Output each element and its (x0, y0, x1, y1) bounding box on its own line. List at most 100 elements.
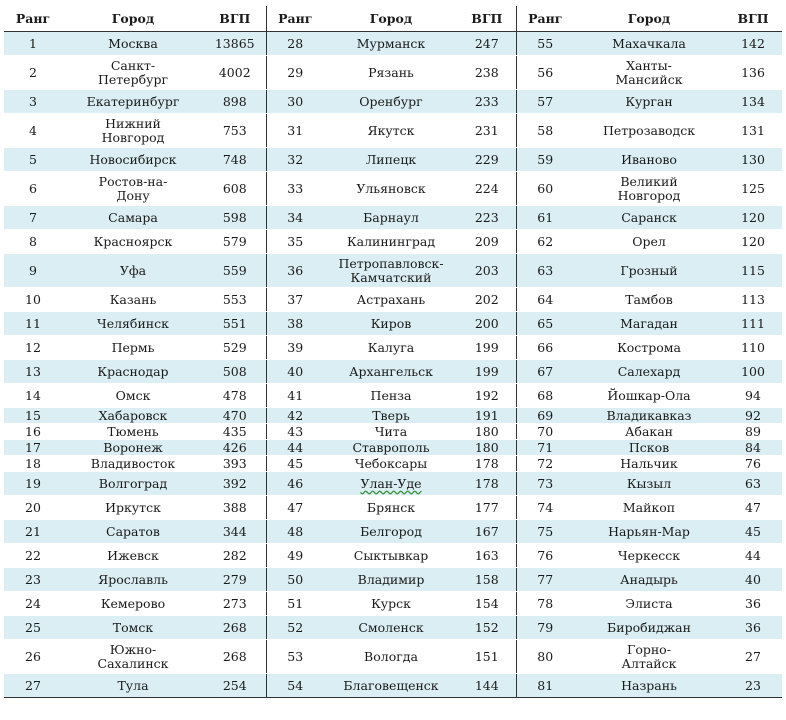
city-cell: Кострома (574, 335, 724, 360)
rank-cell: 69 (515, 407, 574, 424)
rank-cell: 81 (515, 673, 574, 698)
city-cell: Брянск (324, 495, 458, 520)
gdp-cell: 180 (458, 423, 516, 440)
gdp-cell: 478 (204, 383, 266, 408)
table-row: 16 Тюмень 435 43 Чита 180 70 Абакан 89 (4, 423, 782, 440)
rank-cell: 20 (4, 495, 62, 520)
gdp-cell: 192 (458, 383, 516, 408)
gdp-cell: 151 (458, 639, 516, 674)
rank-cell: 55 (515, 31, 574, 56)
rank-cell: 35 (265, 229, 324, 254)
rank-cell: 73 (515, 471, 574, 496)
city-cell: Орел (574, 229, 724, 254)
table-row: 17 Воронеж 426 44 Ставрополь 180 71 Псков 84 (4, 439, 782, 456)
rank-cell: 67 (515, 359, 574, 384)
rank-cell: 64 (515, 287, 574, 312)
city-cell: Белгород (324, 519, 458, 544)
gdp-cell: 180 (458, 439, 516, 456)
gdp-cell: 4002 (204, 55, 266, 90)
table-body: 1 Москва 13865 28 Мурманск 247 55 Махачкала 142 2… (4, 31, 782, 698)
city-cell: Киров (324, 311, 458, 336)
gdp-cell: 748 (204, 147, 266, 172)
rank-cell: 12 (4, 335, 62, 360)
city-cell: Новосибирск (62, 147, 204, 172)
city-cell: Курган (574, 89, 724, 114)
city-cell: Омск (62, 383, 204, 408)
city-cell: Элиста (574, 591, 724, 616)
rank-cell: 53 (265, 639, 324, 674)
city-cell: Челябинск (62, 311, 204, 336)
gdp-cell: 152 (458, 615, 516, 640)
rank-cell: 50 (265, 567, 324, 592)
gdp-cell: 233 (458, 89, 516, 114)
gdp-cell: 178 (458, 471, 516, 496)
gdp-cell: 254 (204, 673, 266, 698)
city-cell: Тюмень (62, 423, 204, 440)
table-row: 8 Красноярск 579 35 Калининград 209 62 Орел 120 (4, 229, 782, 254)
city-cell: Владикавказ (574, 407, 724, 424)
city-cell: Назрань (574, 673, 724, 698)
gdp-cell: 47 (724, 495, 782, 520)
rank-cell: 17 (4, 439, 62, 456)
table-row: 6 Ростов-на- Дону 608 33 Ульяновск 224 60 Велики… (4, 171, 782, 206)
gdp-cell: 142 (724, 31, 782, 56)
rank-cell: 72 (515, 455, 574, 472)
gdp-cell: 131 (724, 113, 782, 148)
city-cell: Санкт- Петербург (62, 55, 204, 90)
city-cell: Ульяновск (324, 171, 458, 206)
city-cell: Владимир (324, 567, 458, 592)
table-row: 26 Южно- Сахалинск 268 53 Вологда 151 80 Горно- А… (4, 639, 782, 674)
rank-cell: 58 (515, 113, 574, 148)
rank-cell: 42 (265, 407, 324, 424)
gdp-cell: 209 (458, 229, 516, 254)
table-row: 12 Пермь 529 39 Калуга 199 66 Кострома 110 (4, 335, 782, 360)
rank-cell: 57 (515, 89, 574, 114)
rank-cell: 3 (4, 89, 62, 114)
rank-cell: 76 (515, 543, 574, 568)
city-cell: Смоленск (324, 615, 458, 640)
city-cell: Нижний Новгород (62, 113, 204, 148)
rank-cell: 4 (4, 113, 62, 148)
rank-cell: 5 (4, 147, 62, 172)
gdp-cell: 203 (458, 253, 516, 288)
gdp-ranking-table: Ранг Город ВГП Ранг Город ВГП Ранг Город… (4, 6, 782, 698)
city-cell: Якутск (324, 113, 458, 148)
rank-cell: 34 (265, 205, 324, 230)
city-cell: Ростов-на- Дону (62, 171, 204, 206)
table-row: 22 Ижевск 282 49 Сыктывкар 163 76 Черкесск 44 (4, 543, 782, 568)
gdp-cell: 273 (204, 591, 266, 616)
gdp-cell: 76 (724, 455, 782, 472)
city-cell: Ставрополь (324, 439, 458, 456)
gdp-cell: 608 (204, 171, 266, 206)
gdp-cell: 199 (458, 335, 516, 360)
city-cell: Вологда (324, 639, 458, 674)
rank-cell: 8 (4, 229, 62, 254)
rank-cell: 62 (515, 229, 574, 254)
rank-cell: 74 (515, 495, 574, 520)
city-cell: Пермь (62, 335, 204, 360)
city-cell: Барнаул (324, 205, 458, 230)
table-row: 2 Санкт- Петербург 4002 29 Рязань 238 56 Ханты- М… (4, 55, 782, 90)
table-row: 25 Томск 268 52 Смоленск 152 79 Биробиджан 36 (4, 615, 782, 640)
gdp-cell: 223 (458, 205, 516, 230)
table-row: 21 Саратов 344 48 Белгород 167 75 Нарьян-Мар 45 (4, 519, 782, 544)
city-cell: Астрахань (324, 287, 458, 312)
city-cell: Саранск (574, 205, 724, 230)
table-row: 20 Иркутск 388 47 Брянск 177 74 Майкоп 47 (4, 495, 782, 520)
rank-cell: 68 (515, 383, 574, 408)
city-cell: Майкоп (574, 495, 724, 520)
gdp-cell: 224 (458, 171, 516, 206)
table-row: 15 Хабаровск 470 42 Тверь 191 69 Владикавказ 92 (4, 407, 782, 424)
header-row: Ранг Город ВГП Ранг Город ВГП Ранг Город… (4, 6, 782, 32)
rank-cell: 52 (265, 615, 324, 640)
gdp-cell: 154 (458, 591, 516, 616)
gdp-cell: 551 (204, 311, 266, 336)
rank-cell: 14 (4, 383, 62, 408)
city-cell: Иркутск (62, 495, 204, 520)
rank-cell: 63 (515, 253, 574, 288)
rank-cell: 41 (265, 383, 324, 408)
gdp-cell: 36 (724, 591, 782, 616)
gdp-cell: 282 (204, 543, 266, 568)
table-row: 7 Самара 598 34 Барнаул 223 61 Саранск 120 (4, 205, 782, 230)
gdp-cell: 268 (204, 615, 266, 640)
